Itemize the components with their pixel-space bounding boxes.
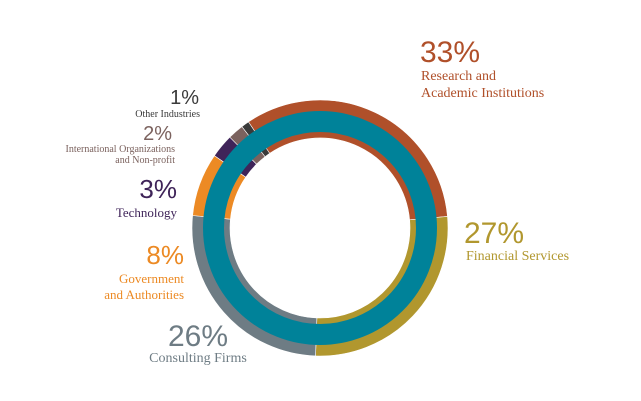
slice-percent-label-4: 3% <box>139 174 177 204</box>
slice-category-label-5-1: and Non-profit <box>115 155 175 166</box>
slice-percent-label-1: 27% <box>464 217 524 250</box>
slice-category-label-2-0: Consulting Firms <box>149 351 247 366</box>
slice-category-label-5-0: International Organizations <box>65 144 175 155</box>
slice-category-label-1-0: Financial Services <box>466 249 569 264</box>
slice-percent-label-0: 33% <box>420 36 480 69</box>
slice-category-label-4-0: Technology <box>116 205 178 220</box>
slice-percent-label-3: 8% <box>146 240 184 270</box>
slice-category-label-3-0: Government <box>119 271 184 286</box>
slice-category-label-3-1: and Authorities <box>104 287 184 302</box>
slice-category-label-0-0: Research and <box>421 69 496 84</box>
slice-category-label-6-0: Other Industries <box>135 109 200 120</box>
inner-ring <box>203 111 438 345</box>
slice-percent-label-6: 1% <box>170 87 199 109</box>
slice-category-label-0-1: Academic Institutions <box>421 86 544 101</box>
slice-percent-label-2: 26% <box>168 320 228 353</box>
slice-percent-label-5: 2% <box>143 123 172 145</box>
